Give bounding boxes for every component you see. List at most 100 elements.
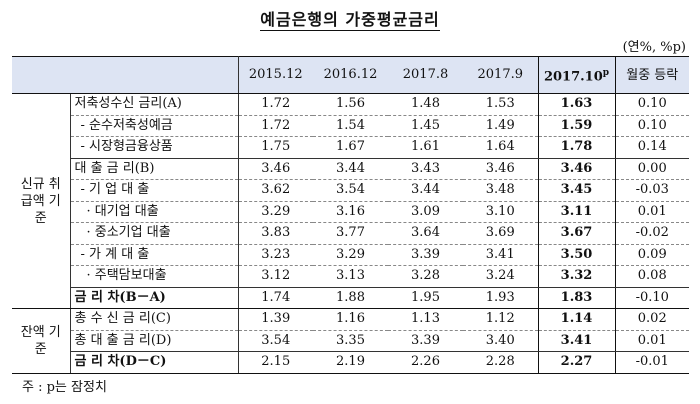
row-label: 금 리 차(D－C) xyxy=(70,351,239,374)
change-cell: 0.08 xyxy=(615,265,689,288)
table-title: 예금은행의 가중평균금리 xyxy=(260,10,440,31)
value-cell: 2.26 xyxy=(388,351,463,374)
value-cell: 1.39 xyxy=(238,308,313,331)
value-cell: 1.12 xyxy=(463,308,538,331)
value-cell: 1.88 xyxy=(313,287,388,309)
value-cell: 1.54 xyxy=(313,115,388,137)
change-cell: -0.10 xyxy=(615,287,689,309)
value-cell: 3.29 xyxy=(313,244,388,266)
value-cell: 3.12 xyxy=(238,265,313,288)
value-cell: 3.41 xyxy=(463,244,538,266)
value-cell: 2.15 xyxy=(238,351,313,374)
value-cell: 1.95 xyxy=(388,287,463,309)
value-cell: 3.43 xyxy=(388,158,463,180)
row-label: - 시장형금융상품 xyxy=(70,136,239,159)
header-row: 2015.12 2016.12 2017.8 2017.9 2017.10p 월… xyxy=(12,56,689,94)
value-cell: 3.39 xyxy=(388,330,463,352)
value-cell: 3.50 xyxy=(537,244,616,266)
value-cell: 1.56 xyxy=(313,93,388,116)
value-cell: 3.13 xyxy=(313,265,388,288)
row-label: - 가 계 대 출 xyxy=(70,244,239,266)
value-cell: 1.45 xyxy=(388,115,463,137)
value-cell: 3.29 xyxy=(238,201,313,223)
value-cell: 2.28 xyxy=(463,351,538,374)
row-label: 대 출 금 리(B) xyxy=(70,158,239,180)
value-cell: 3.77 xyxy=(313,222,388,245)
value-cell: 1.13 xyxy=(388,308,463,331)
header-blank xyxy=(12,56,239,94)
value-cell: 3.62 xyxy=(238,179,313,202)
value-cell: 3.35 xyxy=(313,330,388,352)
col-header-highlight: 2017.10p xyxy=(537,56,616,94)
value-cell: 1.93 xyxy=(463,287,538,309)
value-cell: 3.09 xyxy=(388,201,463,223)
change-cell: 0.01 xyxy=(615,330,689,352)
change-cell: -0.03 xyxy=(615,179,689,202)
value-cell: 3.46 xyxy=(463,158,538,180)
value-cell: 1.63 xyxy=(537,93,616,116)
change-cell: 0.00 xyxy=(615,158,689,180)
value-cell: 1.74 xyxy=(238,287,313,309)
value-cell: 1.83 xyxy=(537,287,616,309)
change-cell: -0.02 xyxy=(615,222,689,245)
value-cell: 1.16 xyxy=(313,308,388,331)
value-cell: 3.24 xyxy=(463,265,538,288)
value-cell: 2.27 xyxy=(537,351,616,374)
value-cell: 3.54 xyxy=(313,179,388,202)
footnote: 주 : p는 잠정치 xyxy=(22,380,107,395)
value-cell: 3.16 xyxy=(313,201,388,223)
value-cell: 3.10 xyxy=(463,201,538,223)
value-cell: 1.49 xyxy=(463,115,538,137)
change-cell: -0.01 xyxy=(615,351,689,374)
value-cell: 3.28 xyxy=(388,265,463,288)
value-cell: 1.67 xyxy=(313,136,388,159)
table-row: 총 대 출 금 리(D) 3.54 3.35 3.39 3.40 3.41 0.01 xyxy=(12,330,689,352)
table-row: 대 출 금 리(B) 3.46 3.44 3.43 3.46 3.46 0.00 xyxy=(12,158,689,180)
table-row: 금 리 차(B－A) 1.74 1.88 1.95 1.93 1.83 -0.10 xyxy=(12,287,689,309)
value-cell: 1.75 xyxy=(238,136,313,159)
value-cell: 1.53 xyxy=(463,93,538,116)
table-row: 금 리 차(D－C) 2.15 2.19 2.26 2.28 2.27 -0.01 xyxy=(12,351,689,374)
value-cell: 1.64 xyxy=(463,136,538,159)
value-cell: 3.54 xyxy=(238,330,313,352)
value-cell: 1.72 xyxy=(238,93,313,116)
value-cell: 1.48 xyxy=(388,93,463,116)
table-row: - 시장형금융상품 1.75 1.67 1.61 1.64 1.78 0.14 xyxy=(12,136,689,159)
table-row: - 가 계 대 출 3.23 3.29 3.39 3.41 3.50 0.09 xyxy=(12,244,689,266)
row-label: 총 수 신 금 리(C) xyxy=(70,308,239,331)
unit-label: (연%, %p) xyxy=(622,40,686,55)
row-label: - 기 업 대 출 xyxy=(70,179,239,202)
table-row: · 대기업 대출 3.29 3.16 3.09 3.10 3.11 0.01 xyxy=(12,201,689,223)
change-cell: 0.09 xyxy=(615,244,689,266)
col-header-change: 월중 등락 xyxy=(615,56,689,94)
change-cell: 0.02 xyxy=(615,308,689,331)
table-row: 잔액 기준 총 수 신 금 리(C) 1.39 1.16 1.13 1.12 1.14 0.0… xyxy=(12,308,689,374)
interest-rate-table: 2015.12 2016.12 2017.8 2017.9 2017.10p 월… xyxy=(12,56,689,374)
table-row: · 중소기업 대출 3.83 3.77 3.64 3.69 3.67 -0.02 xyxy=(12,222,689,245)
table-row: - 기 업 대 출 3.62 3.54 3.44 3.48 3.45 -0.03 xyxy=(12,179,689,202)
col-header: 2015.12 xyxy=(238,56,313,94)
value-cell: 3.46 xyxy=(537,158,616,180)
value-cell: 3.41 xyxy=(537,330,616,352)
value-cell: 3.23 xyxy=(238,244,313,266)
value-cell: 3.69 xyxy=(463,222,538,245)
row-label: 금 리 차(B－A) xyxy=(70,287,239,309)
value-cell: 3.67 xyxy=(537,222,616,245)
col-header: 2017.8 xyxy=(388,56,463,94)
col-header: 2017.9 xyxy=(463,56,538,94)
table-row: - 순수저축성예금 1.72 1.54 1.45 1.49 1.59 0.10 xyxy=(12,115,689,137)
row-label: 저축성수신 금리(A) xyxy=(70,93,239,116)
row-label: · 중소기업 대출 xyxy=(70,222,239,245)
value-cell: 1.14 xyxy=(537,308,616,331)
value-cell: 3.11 xyxy=(537,201,616,223)
change-cell: 0.01 xyxy=(615,201,689,223)
value-cell: 3.32 xyxy=(537,265,616,288)
value-cell: 3.83 xyxy=(238,222,313,245)
change-cell: 0.14 xyxy=(615,136,689,159)
table-row: · 주택담보대출 3.12 3.13 3.28 3.24 3.32 0.08 xyxy=(12,265,689,288)
value-cell: 1.78 xyxy=(537,136,616,159)
row-label: - 순수저축성예금 xyxy=(70,115,239,137)
row-label: 총 대 출 금 리(D) xyxy=(70,330,239,352)
row-group-label: 신규 취급액 기준 xyxy=(12,93,71,309)
value-cell: 3.44 xyxy=(388,179,463,202)
